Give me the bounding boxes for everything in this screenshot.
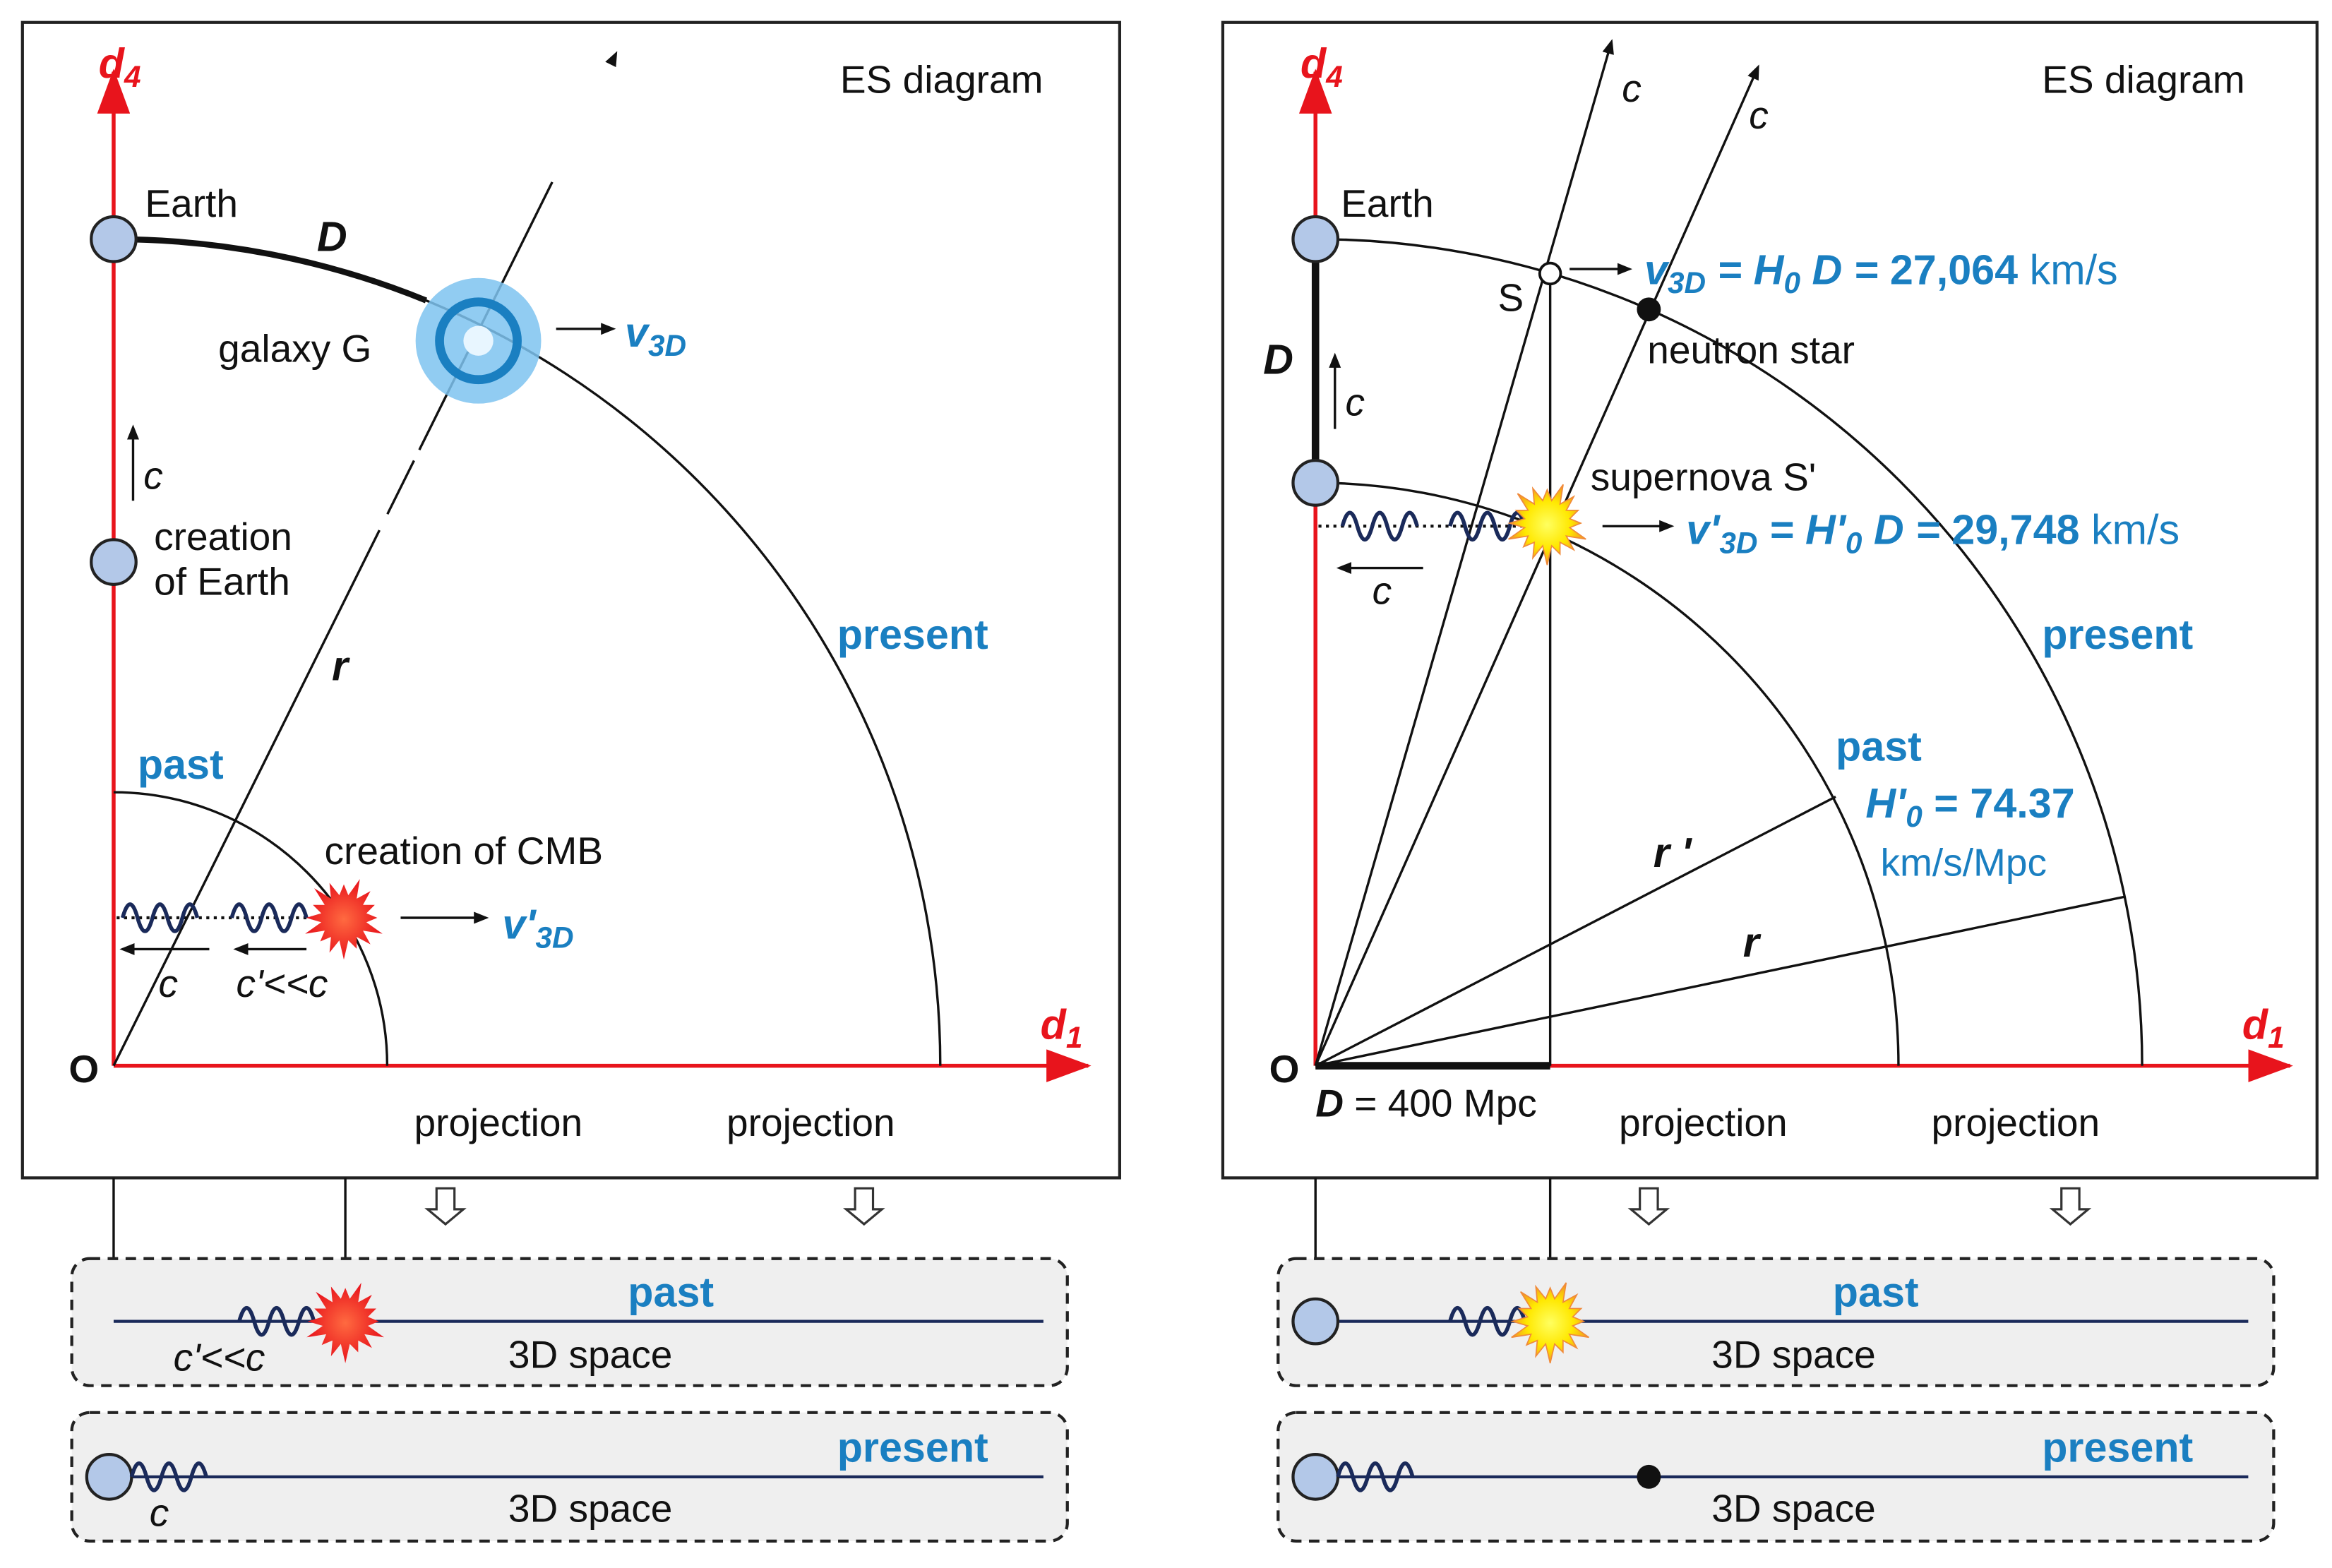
projection-arrow-icon [843,1187,885,1226]
past-arc [1315,481,1900,1066]
left-title: ES diagram [840,57,1044,101]
wave-icon [237,1305,316,1337]
light-line-S [1314,39,1614,1067]
origin-label: O [1269,1047,1300,1091]
c-label: c [1622,66,1642,110]
wave-icon [1336,1461,1415,1492]
past-arc [113,791,389,1066]
c-label: c [1749,93,1769,137]
v3d-label: v3D [625,309,686,362]
projection-label-2: projection [726,1101,895,1144]
creation-of-earth-icon [90,538,138,586]
right-present-3d-space: present 3D space [1276,1411,2276,1543]
wave-icon [129,1461,208,1492]
origin-label: O [68,1047,99,1091]
radius-line-r-prime [1315,795,1836,1067]
S-point [1538,261,1562,286]
c-label: c [143,453,163,497]
distance-D-arc [113,236,428,304]
space-label: 3D space [1711,1332,1876,1376]
creation-of-earth-icon [1291,458,1340,507]
right-title: ES diagram [2042,57,2245,101]
h0-prime-unit: km/s/Mpc [1881,841,2047,885]
past-label: past [628,1268,714,1315]
present-label: present [2042,611,2193,658]
present-label: present [837,1424,988,1471]
h0-prime-value: H'0 = 74.37 [1865,779,2074,833]
neutron-star-label: neutron star [1647,328,1855,371]
present-label: present [837,611,988,658]
neutron-star-icon [1637,1464,1661,1489]
r-prime-label: r ' [1654,829,1693,876]
radius-line-r [112,51,618,1067]
space-label: 3D space [508,1332,672,1376]
d4-label: d4 [1300,40,1343,93]
earth-icon [90,215,138,263]
distance-label: D = 400 Mpc [1315,1082,1537,1125]
cmb-burst-icon [305,879,383,960]
light-line-supernova [1314,64,1759,1067]
wave-icon [1340,510,1419,542]
left-panel: ES diagram d4 d1 O Earth D galaxy G v3D … [20,20,1121,1543]
right-past-3d-space: past 3D space [1276,1257,2276,1387]
galaxy-icon [415,277,542,404]
projection-label-2: projection [1932,1101,2100,1144]
present-label: present [2042,1424,2193,1471]
earth-icon [85,1452,133,1501]
creation-earth-label-2: of Earth [154,560,290,604]
galaxy-label: galaxy G [218,326,371,370]
supernova-label: supernova S' [1591,455,1817,498]
c-prime-label: c'<<c [174,1336,265,1380]
earth-icon [1291,215,1340,263]
equation-v3d: v3D = H0 D = 27,064 km/s [1644,246,2118,299]
past-label: past [138,741,224,788]
cmb-burst-icon [306,1282,384,1363]
right-frame [1221,20,2319,1180]
left-past-3d-space: past 3D space c'<<c [70,1257,1069,1387]
space-label: 3D space [1711,1486,1876,1530]
earth-icon [1291,1297,1340,1346]
projection-label-1: projection [1619,1101,1788,1144]
v3d-prime-label: v'3D [502,901,573,954]
present-arc [1315,238,2143,1066]
neutron-star-icon [1637,297,1661,322]
c-label: c [1346,381,1365,424]
equation-v3d-prime: v'3D = H'0 D = 29,748 km/s [1686,506,2179,560]
c-prime-label: c'<<c [237,962,328,1005]
S-label: S [1498,275,1524,319]
r-label: r [332,642,350,689]
projection-arrow-icon [2049,1187,2092,1226]
space-label: 3D space [508,1486,672,1530]
wave-icon [229,902,309,933]
radius-line-r [1315,895,2125,1067]
D-label: D [317,213,347,261]
supernova-icon [1510,1282,1589,1364]
D-label: D [1263,335,1293,383]
right-panel: ES diagram d4 d1 O c c Earth D c S neutr… [1221,20,2319,1543]
left-present-3d-space: present 3D space c [70,1411,1069,1543]
c-label: c [150,1491,169,1535]
creation-earth-label-1: creation [154,515,292,558]
earth-label: Earth [145,181,238,225]
earth-icon [1291,1452,1340,1501]
c-label: c [1373,568,1392,612]
creation-cmb-label: creation of CMB [324,829,603,873]
projection-arrow-icon [1627,1187,1670,1226]
c-label: c [158,962,178,1005]
d4-label: d4 [99,40,141,93]
projection-arrow-icon [424,1187,467,1226]
earth-label: Earth [1341,181,1434,225]
wave-icon [121,902,200,933]
d1-label: d1 [2242,1000,2285,1054]
d1-label: d1 [1041,1000,1083,1054]
projection-label-1: projection [414,1101,583,1144]
past-label: past [1833,1268,1919,1315]
supernova-icon [1507,484,1586,565]
r-label: r [1743,918,1762,966]
past-label: past [1836,723,1922,770]
wave-icon [1448,1305,1527,1337]
